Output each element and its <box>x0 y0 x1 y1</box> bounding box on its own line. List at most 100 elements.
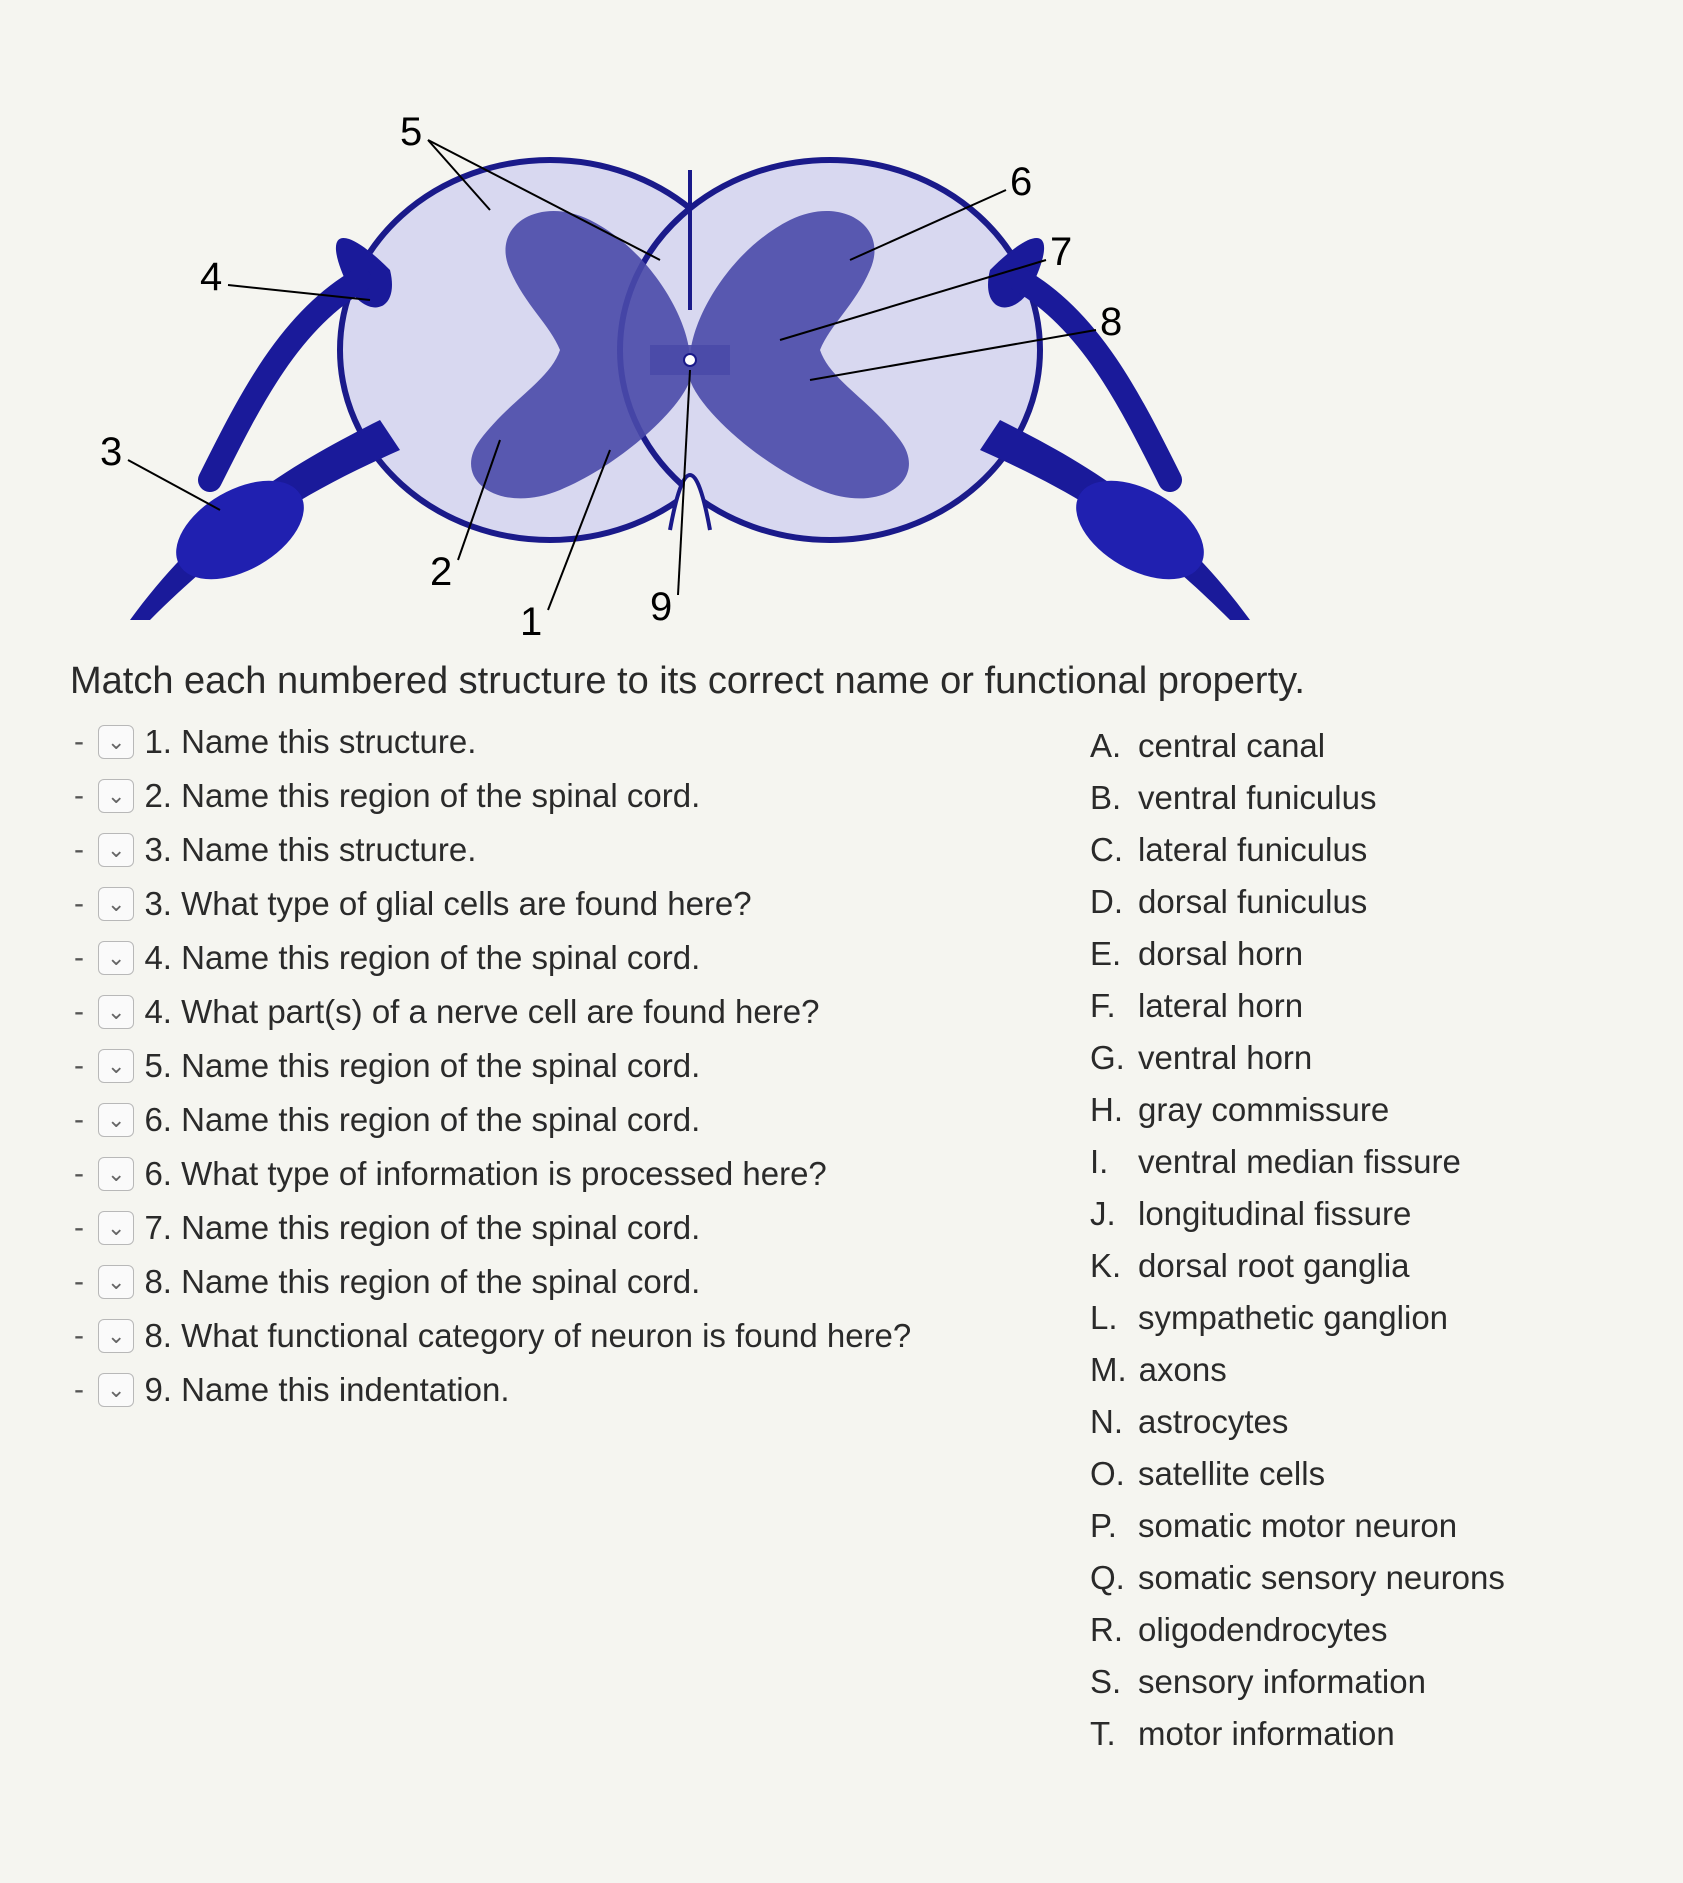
answer-text: lateral horn <box>1138 987 1303 1025</box>
answer-option: S.sensory information <box>1090 1663 1630 1701</box>
answer-text: dorsal root ganglia <box>1138 1247 1410 1285</box>
answer-option: J.longitudinal fissure <box>1090 1195 1630 1233</box>
dash-text: - <box>70 995 88 1029</box>
answer-letter: N. <box>1090 1403 1126 1441</box>
dash-text: - <box>70 1049 88 1083</box>
question-text: 4. Name this region of the spinal cord. <box>144 939 700 977</box>
answer-option: E. dorsal horn <box>1090 935 1630 973</box>
question-text: 4. What part(s) of a nerve cell are foun… <box>144 993 819 1031</box>
answer-letter: K. <box>1090 1247 1126 1285</box>
question-text: 6. What type of information is processed… <box>144 1155 826 1193</box>
question-text: 8. Name this region of the spinal cord. <box>144 1263 700 1301</box>
question-row: -⌄ 9. Name this indentation. <box>70 1371 1030 1409</box>
diagram-label-4: 4 <box>200 255 222 300</box>
answer-option: H.gray commissure <box>1090 1091 1630 1129</box>
question-text: 2. Name this region of the spinal cord. <box>144 777 700 815</box>
answer-text: motor information <box>1138 1715 1395 1753</box>
questions-column: -⌄1. Name this structure.-⌄2. Name this … <box>70 723 1030 1425</box>
question-row: -⌄ 4. What part(s) of a nerve cell are fo… <box>70 993 1030 1031</box>
chevron-down-icon: ⌄ <box>107 1001 125 1023</box>
answer-option: B.ventral funiculus <box>1090 779 1630 817</box>
question-text: 3. Name this structure. <box>144 831 476 869</box>
diagram-label-3: 3 <box>100 430 122 475</box>
dash-text: - <box>70 725 88 759</box>
question-row: -⌄ 3. What type of glial cells are found … <box>70 885 1030 923</box>
answer-option: M. axons <box>1090 1351 1630 1389</box>
diagram-label-9: 9 <box>650 585 672 630</box>
answer-text: somatic motor neuron <box>1138 1507 1457 1545</box>
question-text: 8. What functional category of neuron is… <box>144 1317 911 1355</box>
dash-text: - <box>70 887 88 921</box>
chevron-down-icon: ⌄ <box>107 1271 125 1293</box>
answer-dropdown[interactable]: ⌄ <box>98 833 134 867</box>
answer-letter: J. <box>1090 1195 1126 1233</box>
question-row: -⌄6. What type of information is process… <box>70 1155 1030 1193</box>
answer-letter: M. <box>1090 1351 1127 1389</box>
answer-text: oligodendrocytes <box>1138 1611 1388 1649</box>
answer-dropdown[interactable]: ⌄ <box>98 1157 134 1191</box>
answer-option: A.central canal <box>1090 727 1630 765</box>
dash-text: - <box>70 779 88 813</box>
answer-text: sympathetic ganglion <box>1138 1299 1448 1337</box>
answer-dropdown[interactable]: ⌄ <box>98 1211 134 1245</box>
answer-dropdown[interactable]: ⌄ <box>98 1265 134 1299</box>
answer-dropdown[interactable]: ⌄ <box>98 779 134 813</box>
answer-dropdown[interactable]: ⌄ <box>98 995 134 1029</box>
question-text: 1. Name this structure. <box>144 723 476 761</box>
chevron-down-icon: ⌄ <box>107 731 125 753</box>
question-text: 3. What type of glial cells are found he… <box>144 885 751 923</box>
answer-letter: O. <box>1090 1455 1126 1493</box>
answer-text: central canal <box>1138 727 1325 765</box>
dash-text: - <box>70 1373 88 1407</box>
answer-option: Q.somatic sensory neurons <box>1090 1559 1630 1597</box>
question-text: 5. Name this region of the spinal cord. <box>144 1047 700 1085</box>
answer-letter: B. <box>1090 779 1126 817</box>
question-row: -⌄8. What functional category of neuron … <box>70 1317 1030 1355</box>
answer-dropdown[interactable]: ⌄ <box>98 1373 134 1407</box>
content-row: -⌄1. Name this structure.-⌄2. Name this … <box>70 723 1633 1767</box>
answer-text: lateral funiculus <box>1138 831 1367 869</box>
answer-dropdown[interactable]: ⌄ <box>98 1319 134 1353</box>
answer-letter: L. <box>1090 1299 1126 1337</box>
answer-option: F. lateral horn <box>1090 987 1630 1025</box>
answer-text: axons <box>1139 1351 1227 1389</box>
answer-text: dorsal horn <box>1138 935 1303 973</box>
diagram-label-7: 7 <box>1050 230 1072 275</box>
answer-dropdown[interactable]: ⌄ <box>98 887 134 921</box>
chevron-down-icon: ⌄ <box>107 839 125 861</box>
answer-letter: F. <box>1090 987 1126 1025</box>
diagram-label-6: 6 <box>1010 160 1032 205</box>
answer-text: ventral median fissure <box>1138 1143 1461 1181</box>
answer-option: I.ventral median fissure <box>1090 1143 1630 1181</box>
answer-dropdown[interactable]: ⌄ <box>98 1049 134 1083</box>
answer-dropdown[interactable]: ⌄ <box>98 1103 134 1137</box>
question-row: -⌄ 1. Name this structure. <box>70 723 1030 761</box>
answer-text: somatic sensory neurons <box>1138 1559 1505 1597</box>
question-row: -⌄ 2. Name this region of the spinal cord… <box>70 777 1030 815</box>
question-row: -⌄4. Name this region of the spinal cord… <box>70 939 1030 977</box>
question-row: -⌄6. Name this region of the spinal cord… <box>70 1101 1030 1139</box>
dash-text: - <box>70 833 88 867</box>
diagram-label-1: 1 <box>520 600 542 645</box>
dash-text: - <box>70 1211 88 1245</box>
answer-option: T.motor information <box>1090 1715 1630 1753</box>
question-text: 9. Name this indentation. <box>144 1371 509 1409</box>
question-text: 7. Name this region of the spinal cord. <box>144 1209 700 1247</box>
answer-dropdown[interactable]: ⌄ <box>98 725 134 759</box>
chevron-down-icon: ⌄ <box>107 893 125 915</box>
answer-option: O.satellite cells <box>1090 1455 1630 1493</box>
instruction-text: Match each numbered structure to its cor… <box>70 660 1633 703</box>
answer-text: ventral horn <box>1138 1039 1312 1077</box>
chevron-down-icon: ⌄ <box>107 1217 125 1239</box>
answer-letter: E. <box>1090 935 1126 973</box>
answer-dropdown[interactable]: ⌄ <box>98 941 134 975</box>
answer-option: R.oligodendrocytes <box>1090 1611 1630 1649</box>
answer-option: L. sympathetic ganglion <box>1090 1299 1630 1337</box>
answer-option: G.ventral horn <box>1090 1039 1630 1077</box>
chevron-down-icon: ⌄ <box>107 785 125 807</box>
diagram-label-8: 8 <box>1100 300 1122 345</box>
question-row: -⌄ 7. Name this region of the spinal cord… <box>70 1209 1030 1247</box>
answer-letter: D. <box>1090 883 1126 921</box>
answer-text: astrocytes <box>1138 1403 1288 1441</box>
dash-text: - <box>70 1103 88 1137</box>
